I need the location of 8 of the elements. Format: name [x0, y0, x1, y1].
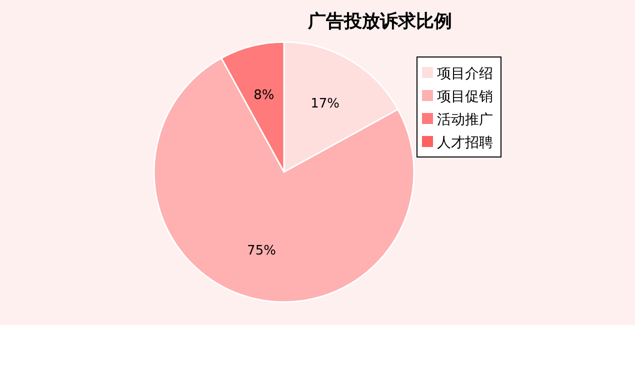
legend-label: 活动推广 — [437, 112, 493, 128]
legend-label: 项目促销 — [437, 89, 493, 105]
data-label: 17% — [310, 96, 340, 112]
chart-title: 广告投放诉求比例 — [307, 11, 452, 32]
data-label: 8% — [254, 88, 274, 103]
legend-label: 项目介绍 — [437, 66, 493, 82]
legend-label: 人才招聘 — [437, 135, 493, 151]
data-label: 75% — [247, 243, 276, 258]
